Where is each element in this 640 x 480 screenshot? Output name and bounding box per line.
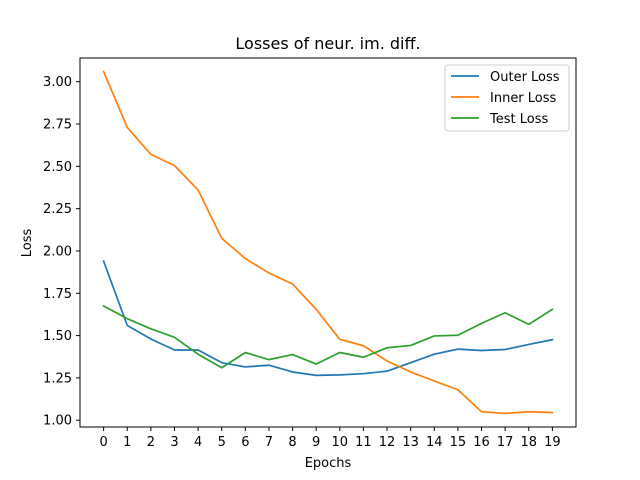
y-tick-label: 1.50 (43, 329, 72, 344)
y-tick-label: 1.00 (43, 414, 72, 429)
x-tick-label: 1 (123, 435, 131, 450)
x-tick-label: 14 (426, 435, 443, 450)
series-line-test-loss (102, 304, 554, 369)
x-tick-label: 9 (312, 435, 320, 450)
x-tick-label: 7 (265, 435, 273, 450)
x-tick-label: 6 (241, 435, 249, 450)
x-tick-label: 0 (99, 435, 107, 450)
x-tick-label: 10 (332, 435, 349, 450)
y-tick-label: 2.75 (43, 118, 72, 133)
x-tick-label: 4 (194, 435, 202, 450)
y-tick-label: 2.50 (43, 160, 72, 175)
y-tick-label: 1.25 (43, 371, 72, 386)
series-line-inner-loss (102, 70, 554, 415)
x-tick-label: 13 (402, 435, 419, 450)
y-axis-label: Loss (20, 229, 35, 258)
y-tick-label: 2.00 (43, 244, 72, 259)
series-layer (102, 70, 554, 415)
x-tick-label: 17 (497, 435, 514, 450)
plot-frame (79, 57, 577, 428)
x-axis-label: Epochs (305, 456, 352, 471)
x-tick-label: 11 (355, 435, 372, 450)
legend-label: Inner Loss (490, 91, 557, 106)
legend-box (444, 64, 570, 132)
x-tick-label: 2 (147, 435, 155, 450)
x-tick-label: 19 (544, 435, 561, 450)
y-tick-label: 3.00 (43, 75, 72, 90)
x-axis: 0 1 2 3 4 5 6 7 8 9 10 11 12 13 14 15 16 17 18 19 (99, 427, 561, 450)
series-line-outer-loss (102, 260, 554, 377)
legend: Outer Loss Inner Loss Test Loss (444, 64, 570, 132)
x-tick-label: 8 (288, 435, 296, 450)
x-tick-label: 5 (218, 435, 226, 450)
x-tick-label: 12 (379, 435, 396, 450)
legend-label: Outer Loss (490, 70, 560, 85)
y-tick-label: 1.75 (43, 287, 72, 302)
y-tick-label: 2.25 (43, 202, 72, 217)
x-tick-label: 15 (450, 435, 467, 450)
legend-label: Test Loss (489, 112, 548, 127)
x-tick-label: 16 (473, 435, 490, 450)
x-tick-label: 18 (520, 435, 537, 450)
y-axis: 1.00 1.25 1.50 1.75 2.00 2.25 2.50 2.75 3.00 (43, 75, 80, 429)
x-tick-label: 3 (170, 435, 178, 450)
chart-title: Losses of neur. im. diff. (235, 34, 420, 53)
